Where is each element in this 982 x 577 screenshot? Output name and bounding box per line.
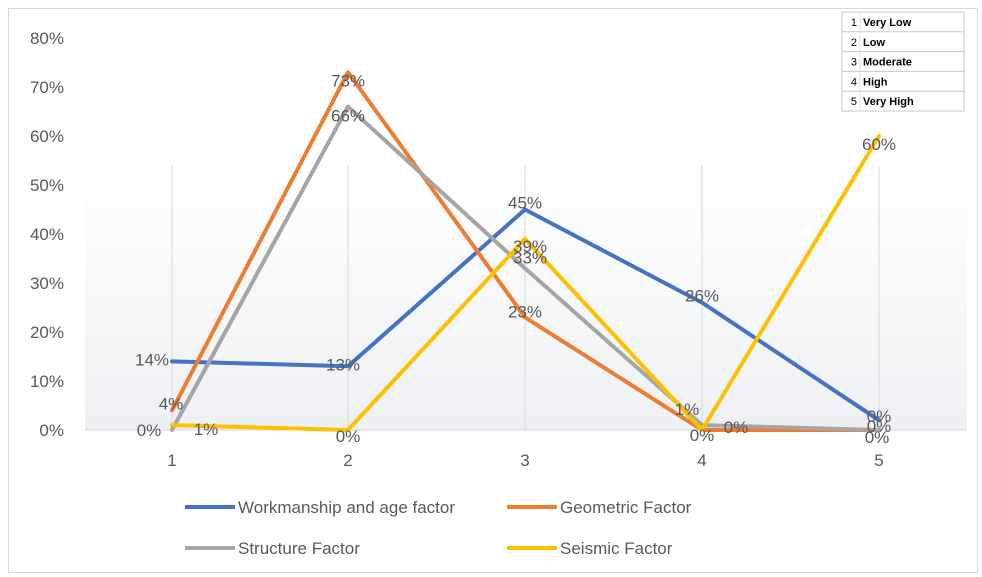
data-label: 0% — [867, 417, 892, 436]
y-tick-label: 10% — [30, 372, 64, 391]
y-tick-label: 50% — [30, 176, 64, 195]
key-table-number: 1 — [851, 17, 857, 29]
x-tick-label: 2 — [343, 451, 352, 470]
y-tick-label: 60% — [30, 127, 64, 146]
data-label: 26% — [685, 287, 719, 306]
data-label: 1% — [675, 400, 700, 419]
y-tick-label: 30% — [30, 274, 64, 293]
legend-label: Seismic Factor — [560, 539, 673, 558]
key-table-number: 3 — [851, 57, 857, 69]
data-label: 13% — [326, 355, 360, 374]
series-line-1 — [170, 207, 881, 423]
gridlines — [171, 165, 880, 430]
scale-key-table: 1 Very Low 2 Low 3 Moderate 4 High 5 Very High — [841, 11, 965, 112]
key-table-border — [841, 11, 965, 112]
series-line-2 — [170, 70, 881, 432]
legend-label: Structure Factor — [238, 539, 360, 558]
legend-label: Workmanship and age factor — [238, 498, 455, 517]
legend-label: Geometric Factor — [560, 498, 692, 517]
key-table-number: 4 — [851, 76, 857, 88]
data-label: 0% — [867, 407, 892, 426]
y-tick-label: 80% — [30, 29, 64, 48]
x-axis: 1 2 3 4 5 — [167, 451, 883, 470]
data-label: 23% — [508, 302, 542, 321]
data-labels: 14% 13%45%26%0%4%73%23%0% 0%0%66%33%1%0%1%… — [135, 71, 896, 447]
x-tick-label: 1 — [167, 451, 176, 470]
x-tick-label: 4 — [697, 451, 706, 470]
series-line-3 — [170, 104, 881, 432]
data-label: 0% — [336, 427, 361, 446]
data-label: 14% — [135, 350, 169, 369]
key-table-label: High — [863, 76, 888, 88]
data-label: 33% — [513, 248, 547, 267]
key-table-label: Low — [863, 37, 885, 49]
data-label: 73% — [331, 71, 365, 90]
data-label: 0% — [690, 426, 715, 445]
series-lines — [170, 70, 881, 432]
x-tick-label: 5 — [874, 451, 883, 470]
data-label: 0% — [724, 418, 749, 437]
data-label: 66% — [331, 107, 365, 126]
y-tick-label: 0% — [39, 421, 64, 440]
data-label: 39% — [513, 237, 547, 256]
data-label: 4% — [159, 394, 184, 413]
data-label: 60% — [862, 135, 896, 154]
key-table-label: Very High — [863, 96, 914, 108]
data-label: 1% — [194, 420, 219, 439]
legend: Workmanship and age factor Geometric Fact… — [185, 498, 692, 558]
data-label: 0% — [865, 428, 890, 447]
y-tick-label: 20% — [30, 323, 64, 342]
key-table-number: 5 — [851, 96, 857, 108]
data-label: 45% — [508, 194, 542, 213]
key-table-number: 2 — [851, 37, 857, 49]
x-tick-label: 3 — [520, 451, 529, 470]
y-axis: 0% 10% 20% 30% 40% 50% 60% 70% 80% — [30, 29, 64, 440]
data-label: 0% — [137, 421, 162, 440]
series-line-4 — [170, 134, 881, 432]
y-tick-label: 40% — [30, 225, 64, 244]
y-tick-label: 70% — [30, 78, 64, 97]
key-table-label: Very Low — [863, 17, 912, 29]
key-table-label: Moderate — [863, 57, 912, 69]
